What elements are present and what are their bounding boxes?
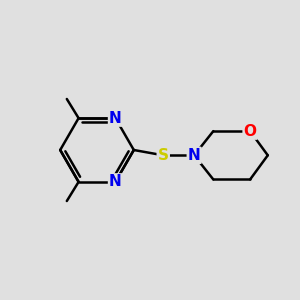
Text: N: N xyxy=(109,111,122,126)
Text: N: N xyxy=(188,148,200,163)
Text: O: O xyxy=(244,124,256,139)
Text: S: S xyxy=(158,148,169,163)
Text: N: N xyxy=(109,174,122,189)
